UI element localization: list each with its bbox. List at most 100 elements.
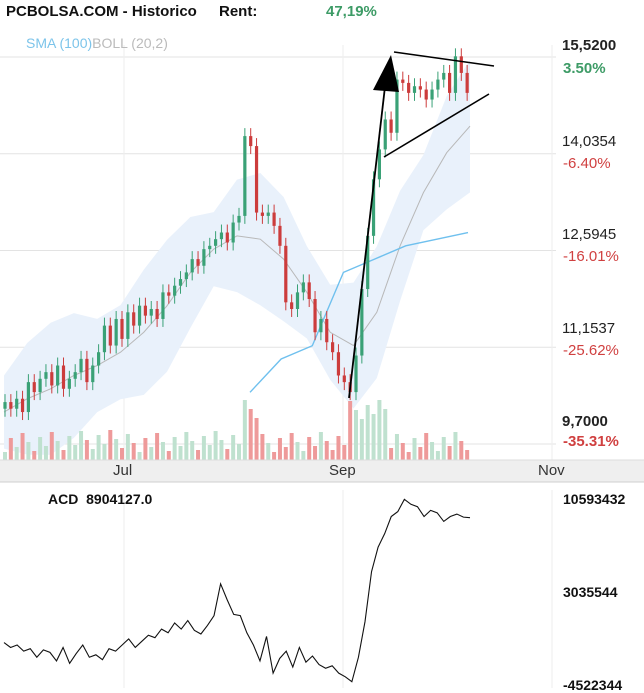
- bollinger-band: [4, 59, 470, 455]
- candle-body: [67, 378, 71, 389]
- volume-bar: [149, 447, 154, 460]
- volume-bar: [237, 444, 241, 460]
- candle-body: [342, 375, 346, 383]
- volume-bar: [260, 434, 265, 460]
- pct-tick-label: -6.40%: [563, 155, 611, 172]
- candle-body: [132, 312, 136, 326]
- candle-body: [442, 72, 446, 80]
- candle-body: [401, 79, 405, 83]
- volume-bar: [324, 441, 329, 460]
- candle-body: [307, 282, 311, 300]
- legend: SMA (100)BOLL (20,2): [26, 35, 168, 51]
- volume-bar: [114, 439, 119, 460]
- arrow-head: [373, 55, 399, 92]
- candle-body: [325, 318, 329, 343]
- volume-bar: [26, 442, 31, 460]
- candle-body: [254, 146, 259, 213]
- indicator-title: ACD 8904127.0: [48, 491, 152, 507]
- volume-bar: [231, 435, 236, 460]
- x-tick-label: Nov: [538, 462, 565, 479]
- candle-body: [243, 136, 247, 216]
- candle-body: [331, 342, 335, 353]
- volume-bar: [196, 450, 201, 460]
- candle-body: [354, 355, 358, 393]
- candle-body: [3, 402, 7, 409]
- pct-tick-label: 3.50%: [563, 60, 606, 77]
- legend-boll[interactable]: BOLL (20,2): [92, 35, 168, 51]
- indicator-label: ACD: [48, 491, 79, 507]
- candle-body: [366, 235, 370, 290]
- indicator-tick-label: -4522344: [563, 677, 623, 693]
- candle-body: [290, 302, 294, 309]
- volume-bar: [412, 438, 417, 460]
- candle-body: [44, 372, 48, 379]
- volume-bar: [301, 451, 306, 460]
- candle-body: [389, 119, 393, 133]
- volume-bar: [108, 430, 113, 460]
- candle-body: [190, 259, 194, 273]
- volume-bar: [365, 405, 370, 460]
- candle-body: [15, 398, 19, 409]
- candle-body: [412, 86, 417, 93]
- candle-body: [79, 358, 83, 373]
- axis-strip: [0, 460, 644, 482]
- volume-bar: [96, 435, 101, 460]
- volume-bar: [377, 400, 382, 460]
- candle-body: [336, 352, 341, 376]
- site-title: PCBOLSA.COM - Historico: [6, 3, 197, 20]
- candle-body: [9, 402, 13, 409]
- volume-bar: [178, 446, 183, 460]
- candle-body: [395, 79, 399, 133]
- volume-bar: [102, 444, 107, 460]
- candle-body: [38, 378, 42, 393]
- rent-label: Rent:: [219, 3, 258, 20]
- volume-bar: [465, 450, 470, 460]
- candle-body: [448, 72, 452, 93]
- legend-sma[interactable]: SMA (100): [26, 35, 93, 51]
- candle-body: [377, 149, 381, 180]
- volume-bar: [166, 451, 171, 460]
- x-tick-label: Jul: [113, 462, 133, 479]
- volume-bar: [143, 438, 148, 460]
- candle-body: [436, 79, 440, 90]
- volume-bar: [155, 433, 160, 460]
- volume-bar: [90, 449, 95, 460]
- pct-tick-label: -16.01%: [563, 248, 619, 265]
- candle-body: [61, 365, 66, 389]
- volume-bar: [400, 443, 405, 460]
- volume-bar: [3, 452, 7, 460]
- volume-bar: [49, 432, 54, 460]
- candle-body: [143, 305, 147, 316]
- volume-bar: [283, 447, 288, 460]
- indicator-tick-label: 3035544: [563, 584, 618, 600]
- volume-bar: [73, 445, 78, 460]
- candle-body: [50, 372, 54, 386]
- candle-body: [73, 372, 77, 379]
- candle-body: [108, 325, 112, 346]
- volume-bar: [430, 442, 435, 460]
- volume-bar: [207, 445, 212, 460]
- volume-bar: [453, 432, 458, 460]
- acd-line: [3, 498, 471, 683]
- candle-body: [319, 318, 323, 333]
- volume-bar: [295, 442, 300, 460]
- candle-body: [173, 285, 177, 296]
- volume-bar: [242, 400, 247, 460]
- pct-tick-label: -25.62%: [563, 342, 619, 359]
- candle-body: [161, 292, 165, 319]
- candle-body: [155, 308, 159, 319]
- price-tick-label: 15,5200: [562, 37, 617, 54]
- candle-body: [219, 232, 224, 240]
- candle-body: [225, 232, 229, 243]
- volume-bar: [137, 452, 142, 460]
- candle-body: [120, 318, 124, 339]
- candle-body: [284, 245, 288, 303]
- volume-bar: [389, 448, 394, 460]
- candle-body: [301, 282, 305, 293]
- candle-body: [208, 245, 212, 250]
- candle-body: [360, 289, 364, 356]
- triangle-upper: [393, 51, 495, 67]
- candle-body: [465, 72, 469, 93]
- volume-bar: [441, 437, 446, 460]
